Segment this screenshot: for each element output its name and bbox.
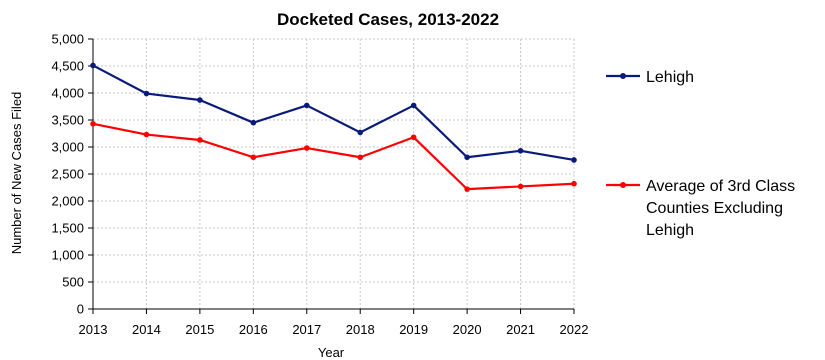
y-tick-label: 2,500 <box>51 167 84 182</box>
y-tick-label: 3,500 <box>51 113 84 128</box>
data-point <box>303 102 310 109</box>
y-tick-label: 3,000 <box>51 140 84 155</box>
x-tick-label: 2019 <box>399 322 428 337</box>
y-tick-label: 4,500 <box>51 59 84 74</box>
data-point <box>303 145 310 151</box>
data-point <box>143 90 150 97</box>
legend-swatch-marker <box>620 182 626 188</box>
data-point <box>250 154 257 161</box>
legend: Lehigh Average of 3rd Class Counties Exclu… <box>606 69 795 239</box>
legend-swatch-marker <box>620 73 626 79</box>
data-point <box>90 120 96 127</box>
series-lines <box>90 62 577 192</box>
series-line <box>92 122 575 191</box>
data-point <box>464 186 470 192</box>
y-tick-label: 2,000 <box>51 194 84 209</box>
data-point <box>410 134 417 141</box>
chart-title: Docketed Cases, 2013-2022 <box>277 10 499 29</box>
data-point <box>571 180 577 187</box>
data-point <box>143 131 150 138</box>
series-line <box>92 64 575 162</box>
x-tick-label: 2014 <box>132 322 161 337</box>
legend-label: Average of 3rd Class <box>646 178 795 195</box>
data-point <box>250 119 257 126</box>
y-tick-label: 5,000 <box>51 32 84 47</box>
legend-label: Counties Excluding <box>646 200 783 217</box>
legend-item: Average of 3rd Class Counties Excluding Le… <box>606 178 795 239</box>
x-tick-label: 2015 <box>185 322 214 337</box>
series-average-of-3rd-class-counties-excluding-lehigh <box>90 120 577 192</box>
legend-item: Lehigh <box>606 69 694 86</box>
x-tick-label: 2020 <box>453 322 482 337</box>
y-axis-title: Number of New Cases Filed <box>9 92 24 255</box>
series-lehigh <box>90 62 577 163</box>
x-tick-label: 2022 <box>560 322 589 337</box>
x-tick-label: 2017 <box>292 322 321 337</box>
grid-lines <box>93 38 575 309</box>
x-tick-label: 2016 <box>239 322 268 337</box>
data-point <box>517 183 524 190</box>
data-point <box>517 147 524 154</box>
legend-label: Lehigh <box>646 69 694 86</box>
x-tick-label: 2018 <box>346 322 375 337</box>
x-tick-label: 2021 <box>506 322 535 337</box>
axes: 0 500 1,000 1,500 2,000 2,500 3,000 3,500 4,000 4… <box>51 32 588 338</box>
y-tick-label: 1,500 <box>51 221 84 236</box>
data-point <box>90 62 96 69</box>
y-tick-label: 0 <box>77 302 84 317</box>
x-tick-label: 2013 <box>79 322 108 337</box>
data-point <box>410 102 417 109</box>
x-axis-title: Year <box>318 345 345 360</box>
data-point <box>464 154 470 161</box>
y-tick-label: 500 <box>62 275 84 290</box>
data-point <box>197 137 203 143</box>
data-point <box>357 154 364 161</box>
data-point <box>571 157 577 163</box>
legend-label: Lehigh <box>646 222 694 239</box>
y-tick-label: 4,000 <box>51 86 84 101</box>
data-point <box>357 129 364 136</box>
y-tick-label: 1,000 <box>51 248 84 263</box>
data-point <box>197 97 203 103</box>
